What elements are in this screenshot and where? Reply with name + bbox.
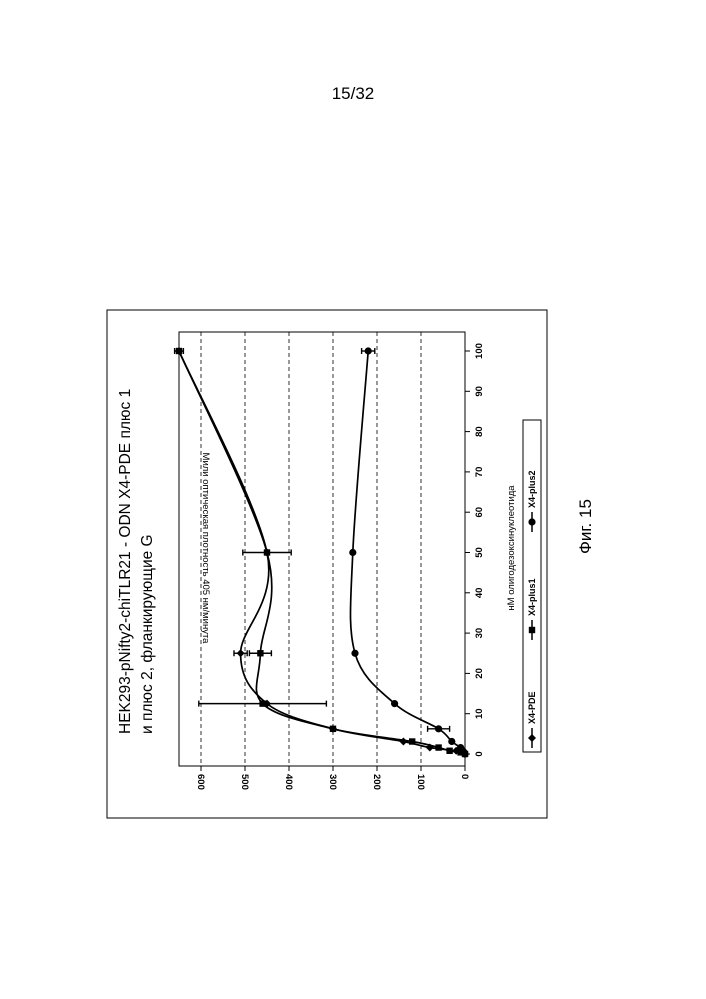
data-point-x4-plus1 (435, 744, 441, 750)
y-tick-label: 500 (239, 774, 250, 790)
series-line-x4-plus2 (350, 351, 465, 754)
x-axis-label: нМ олигодезоксинуклеотида (506, 485, 517, 611)
x-tick-label: 100 (474, 343, 485, 359)
data-point-x4-plus1 (176, 348, 182, 354)
chart-title-line-2: и плюс 2, фланкирующие G (139, 534, 156, 734)
x-tick-label: 70 (474, 467, 485, 478)
x-tick-label: 40 (474, 588, 485, 599)
data-point-x4-plus2 (391, 700, 398, 707)
data-point-x4-plus1 (446, 748, 452, 754)
data-point-x4-plus1 (409, 738, 415, 744)
data-point-x4-plus2 (457, 744, 464, 751)
legend-marker-x4-plus1 (529, 627, 535, 633)
chart-title: HEK293-pNifty2-chiTLR21 - ODN X4-PDE плю… (117, 389, 156, 734)
x-tick-label: 10 (474, 708, 485, 719)
x-tick-label: 20 (474, 668, 485, 679)
x-tick-label: 60 (474, 507, 485, 518)
data-point-x4-pde (399, 738, 407, 746)
grid-lines (201, 332, 421, 766)
y-tick-label: 300 (327, 774, 338, 790)
x-tick-label: 30 (474, 628, 485, 639)
data-point-x4-plus2 (351, 650, 358, 657)
data-point-x4-plus2 (448, 738, 455, 745)
y-tick-label: 200 (371, 774, 382, 790)
x-tick-label: 90 (474, 386, 485, 397)
data-point-x4-plus1 (330, 726, 336, 732)
legend: X4-PDE X4-plus1 X4-plus2 (523, 420, 541, 752)
axis-ticks: 0 100 200 300 400 500 600 0 10 20 30 40 50 60 70 80 90 10… (195, 343, 485, 790)
data-point-x4-plus1 (257, 650, 263, 656)
chart-title-line-1: HEK293-pNifty2-chiTLR21 - ODN X4-PDE плю… (117, 389, 134, 734)
y-axis-label: Мили оптическая плотность 405 нм/минута (200, 453, 211, 645)
series-layer (175, 347, 469, 758)
figure-caption: Фиг. 15 (576, 499, 596, 554)
x-tick-label: 50 (474, 547, 485, 558)
data-point-x4-pde (237, 649, 245, 657)
series-line-x4-plus1 (179, 351, 465, 754)
data-point-x4-plus1 (264, 549, 270, 555)
data-point-x4-plus2 (365, 347, 372, 354)
y-tick-label: 0 (459, 774, 470, 779)
y-tick-label: 100 (415, 774, 426, 790)
legend-label-x4-plus1: X4-plus1 (527, 578, 537, 616)
x-tick-label: 0 (474, 751, 485, 756)
plot-area (179, 332, 465, 766)
data-point-x4-plus2 (435, 725, 442, 732)
x-tick-label: 80 (474, 426, 485, 437)
series-line-x4-pde (179, 351, 465, 754)
legend-marker-x4-pde (528, 734, 536, 742)
legend-label-x4-plus2: X4-plus2 (527, 470, 537, 508)
data-point-x4-plus1 (259, 700, 265, 706)
data-point-x4-plus2 (349, 549, 356, 556)
y-tick-label: 400 (283, 774, 294, 790)
legend-label-x4-pde: X4-PDE (527, 691, 537, 724)
legend-marker-x4-plus2 (528, 518, 535, 525)
y-tick-label: 600 (195, 774, 206, 790)
